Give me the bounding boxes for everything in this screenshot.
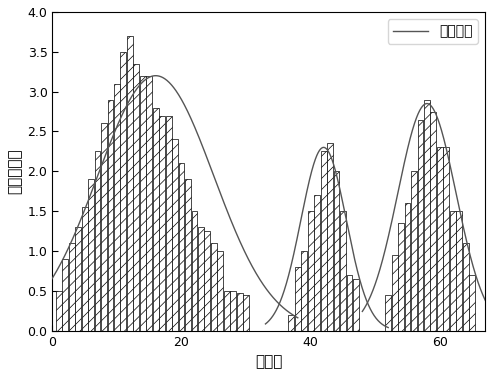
Bar [153, 108, 158, 331]
Bar [314, 195, 320, 331]
Bar [346, 275, 352, 331]
Bar [75, 227, 81, 331]
Bar [121, 52, 126, 331]
Bar [56, 291, 62, 331]
Bar [411, 171, 417, 331]
Bar [140, 76, 146, 331]
Bar [450, 211, 456, 331]
Bar [327, 143, 333, 331]
Bar [385, 295, 391, 331]
Bar [308, 211, 313, 331]
Bar [237, 293, 243, 331]
Bar [334, 171, 339, 331]
Bar [404, 203, 410, 331]
Bar [418, 120, 424, 331]
Bar [185, 179, 191, 331]
Bar [69, 243, 75, 331]
Bar [398, 223, 404, 331]
Bar [456, 211, 462, 331]
Bar [88, 179, 94, 331]
Bar [353, 279, 359, 331]
Bar [205, 231, 210, 331]
Bar [443, 147, 449, 331]
Bar [133, 64, 139, 331]
Bar [191, 211, 197, 331]
Bar [82, 207, 88, 331]
Bar [469, 275, 475, 331]
Bar [424, 100, 430, 331]
Bar [101, 123, 107, 331]
Bar [172, 139, 178, 331]
X-axis label: 子载波: 子载波 [255, 354, 282, 369]
Bar [430, 112, 436, 331]
Bar [62, 259, 68, 331]
Bar [301, 251, 307, 331]
Bar [463, 243, 468, 331]
Bar [159, 115, 165, 331]
Bar [166, 115, 172, 331]
Legend: 拟合曲线: 拟合曲线 [388, 19, 478, 44]
Bar [127, 36, 133, 331]
Bar [146, 76, 152, 331]
Bar [94, 152, 100, 331]
Bar [217, 251, 223, 331]
Bar [321, 152, 327, 331]
Bar [108, 100, 113, 331]
Bar [243, 295, 249, 331]
Bar [437, 147, 443, 331]
Bar [224, 291, 230, 331]
Y-axis label: 子载波质量: 子载波质量 [7, 149, 22, 194]
Bar [211, 243, 216, 331]
Bar [114, 83, 120, 331]
Bar [179, 163, 184, 331]
Bar [340, 211, 346, 331]
Bar [295, 267, 301, 331]
Bar [288, 315, 294, 331]
Bar [392, 255, 398, 331]
Bar [198, 227, 204, 331]
Bar [230, 291, 236, 331]
